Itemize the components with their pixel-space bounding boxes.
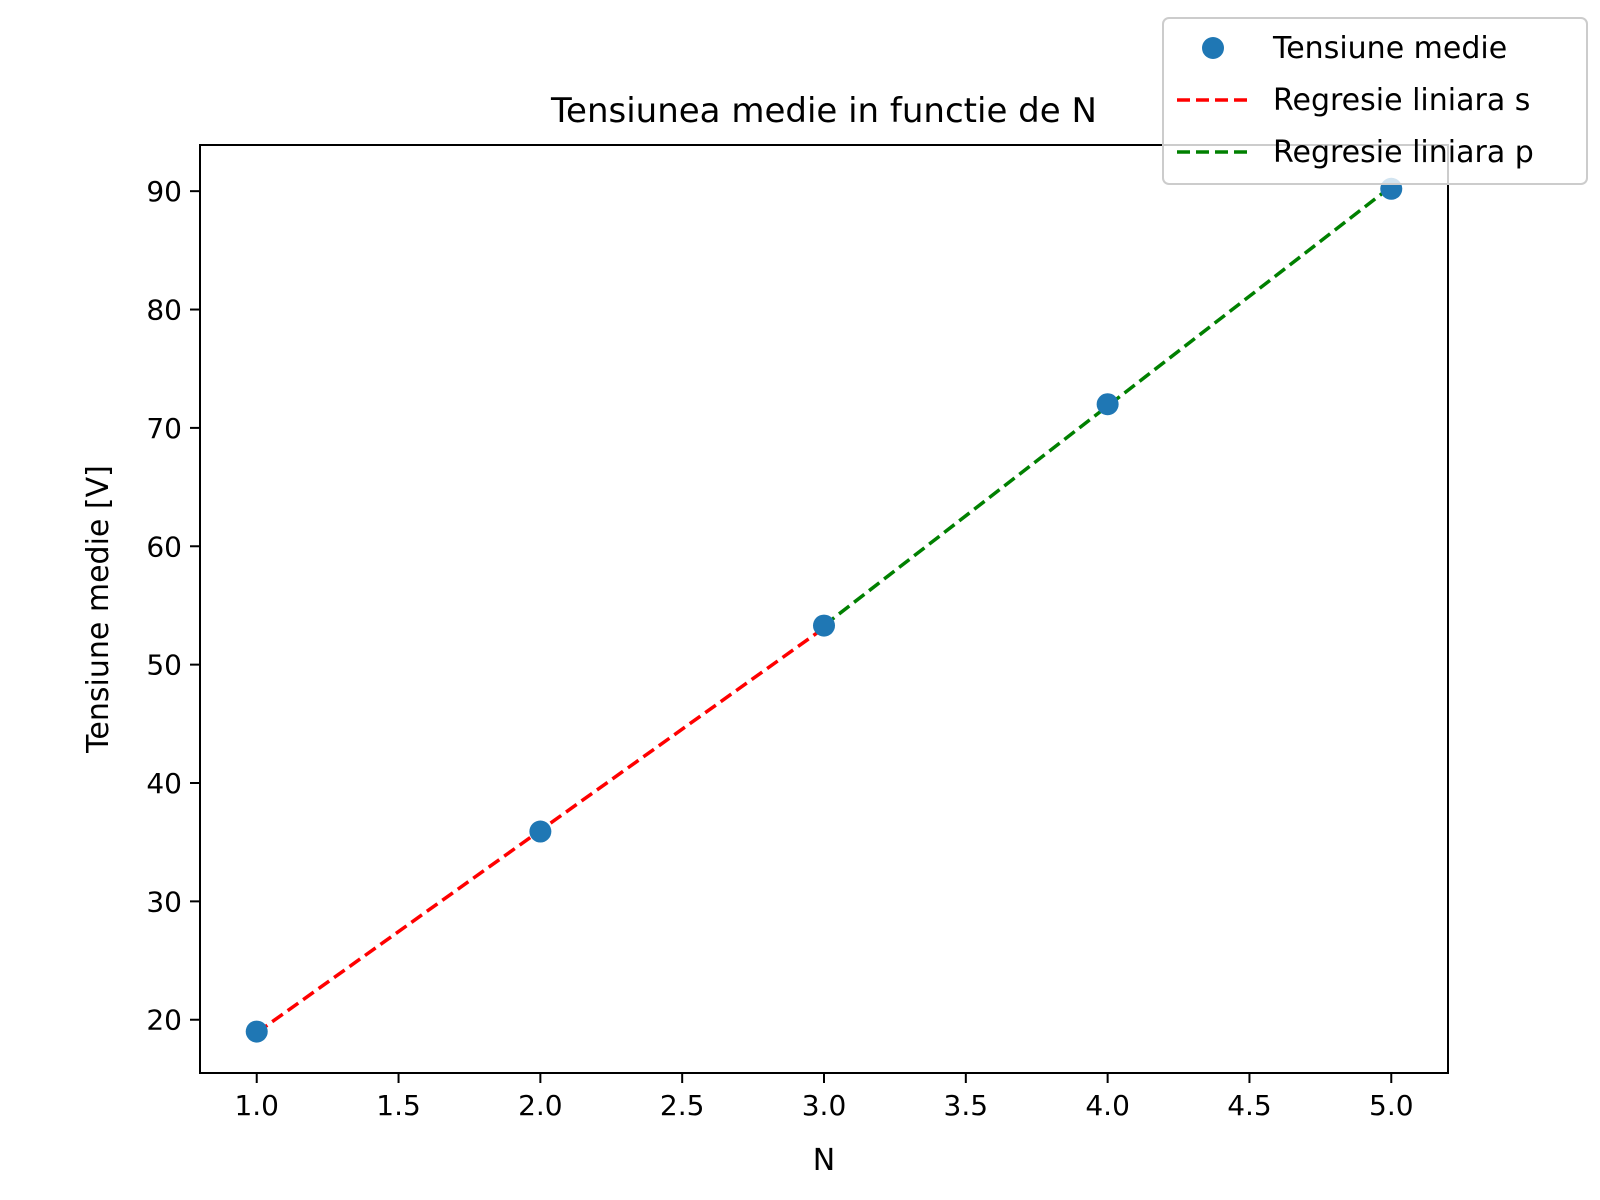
y-axis-ticks: 20 30 40 50 60 70 80 90 xyxy=(146,175,200,1037)
x-tick-label: 3.5 xyxy=(944,1089,989,1122)
plot-marks xyxy=(245,177,1403,1043)
legend: Tensiune medie Regresie liniara s Regresie… xyxy=(1162,17,1588,185)
x-axis-ticks: 1.0 1.5 2.0 2.5 3.0 3.5 4.0 4.5 5.0 xyxy=(234,1073,1414,1122)
data-point xyxy=(245,1020,268,1043)
y-tick-label: 70 xyxy=(146,412,182,445)
x-tick-label: 4.0 xyxy=(1085,1089,1130,1122)
x-axis-label: N xyxy=(813,1143,835,1178)
x-tick-label: 3.0 xyxy=(802,1089,847,1122)
x-tick-label: 2.5 xyxy=(660,1089,705,1122)
legend-label: Regresie liniara p xyxy=(1273,135,1534,170)
x-tick-label: 1.0 xyxy=(234,1089,279,1122)
x-tick-label: 5.0 xyxy=(1369,1089,1414,1122)
data-point xyxy=(813,614,835,637)
legend-label: Regresie liniara s xyxy=(1273,83,1530,118)
legend-box xyxy=(1162,17,1588,185)
x-tick-label: 4.5 xyxy=(1227,1089,1272,1122)
y-tick-label: 60 xyxy=(146,530,182,563)
y-tick-label: 20 xyxy=(146,1004,182,1037)
x-tick-label: 1.5 xyxy=(376,1089,421,1122)
y-tick-label: 30 xyxy=(146,885,182,918)
data-point xyxy=(1096,393,1119,416)
y-tick-label: 90 xyxy=(146,175,182,208)
data-point xyxy=(529,820,552,843)
y-axis-label: Tensiune medie [V] xyxy=(81,465,116,754)
series-line-2 xyxy=(822,185,1393,627)
legend-label: Tensiune medie xyxy=(1272,31,1507,66)
x-tick-label: 2.0 xyxy=(518,1089,563,1122)
legend-marker xyxy=(1202,37,1224,59)
y-tick-label: 80 xyxy=(146,294,182,327)
chart-title: Tensiunea medie in functie de N xyxy=(550,91,1097,131)
y-tick-label: 40 xyxy=(146,767,182,800)
y-tick-label: 50 xyxy=(146,649,182,682)
